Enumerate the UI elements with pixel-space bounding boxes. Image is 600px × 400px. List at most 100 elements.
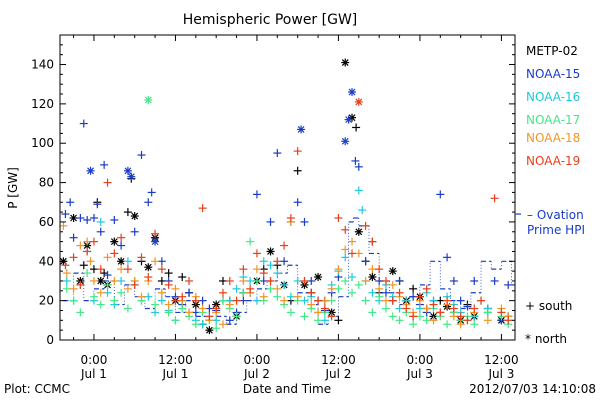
south-point [157, 288, 166, 297]
south-point [273, 257, 282, 266]
south-point [69, 233, 78, 242]
south-point [395, 304, 404, 313]
south-point [300, 312, 309, 321]
y-tick-label: 100 [31, 136, 54, 150]
south-point [205, 312, 214, 321]
north-point [341, 58, 350, 67]
south-point [415, 292, 424, 301]
south-point [110, 249, 119, 258]
south-point [273, 269, 282, 278]
south-point [334, 214, 343, 222]
south-point [490, 194, 499, 203]
x-tick-time-label: 12:00 [158, 353, 193, 367]
plot-area [59, 58, 515, 335]
x-tick-date-label: Jul 3 [406, 367, 433, 381]
south-point [117, 265, 126, 274]
south-point [409, 312, 418, 321]
north-point [69, 214, 78, 222]
south-point [334, 265, 343, 274]
south-point [123, 265, 132, 274]
south-point [198, 320, 207, 329]
north-point [123, 166, 132, 175]
south-point [198, 204, 207, 213]
south-point [409, 284, 418, 293]
south-point [375, 292, 384, 301]
south-point [76, 308, 85, 317]
south-point [320, 316, 329, 325]
north-point [151, 237, 160, 246]
south-point [185, 308, 194, 317]
x-tick-time-label: 12:00 [484, 353, 519, 367]
south-point [266, 276, 275, 285]
south-point [388, 312, 397, 321]
south-point [266, 261, 275, 270]
south-point [151, 308, 160, 317]
south-point [449, 276, 458, 285]
north-marker-legend: * north [525, 332, 567, 346]
south-point [239, 276, 248, 285]
south-point [103, 280, 112, 289]
south-point [103, 253, 112, 262]
south-point [151, 257, 160, 266]
south-point [429, 300, 438, 309]
south-point [280, 280, 289, 289]
south-point [117, 233, 126, 242]
south-point [354, 162, 363, 171]
north-point [341, 137, 350, 146]
south-point [348, 237, 357, 246]
south-point [191, 320, 200, 329]
south-point [280, 257, 289, 266]
south-point [164, 308, 173, 317]
south-point [164, 269, 173, 278]
south-point [225, 276, 234, 285]
south-point [341, 245, 350, 254]
south-point [79, 119, 88, 128]
south-point [218, 288, 227, 297]
south-point [239, 288, 248, 297]
south-point [239, 296, 248, 305]
x-tick-date-label: Jul 3 [487, 367, 514, 381]
south-point [470, 276, 479, 285]
south-point [62, 284, 71, 293]
south-point [198, 304, 207, 313]
south-point [286, 308, 295, 317]
south-point [96, 265, 105, 274]
y-tick-label: 60 [39, 215, 54, 229]
south-point [130, 227, 139, 236]
south-point [76, 280, 85, 289]
x-tick-date-label: Jul 1 [80, 367, 107, 381]
south-point [144, 292, 153, 301]
south-point [293, 198, 302, 207]
south-point [314, 316, 323, 325]
south-point [212, 304, 221, 313]
south-point [348, 288, 357, 297]
south-point [178, 273, 187, 282]
south-point [368, 308, 377, 317]
legend: METP-02 NOAA-15 NOAA-16 NOAA-17 NOAA-18 … [526, 44, 580, 168]
south-point [185, 288, 194, 297]
x-tick-time-label: 0:00 [80, 353, 107, 367]
north-point [348, 88, 357, 97]
south-point [456, 320, 465, 329]
north-point [354, 97, 363, 106]
north-point [144, 95, 153, 104]
north-point [344, 115, 353, 124]
south-point [375, 265, 384, 274]
south-point [117, 276, 126, 285]
south-point [415, 312, 424, 321]
south-point [436, 308, 445, 317]
south-point [96, 300, 105, 309]
x-tick-time-label: 0:00 [243, 353, 270, 367]
south-point [504, 280, 513, 289]
south-point [191, 296, 200, 305]
south-point [348, 273, 357, 282]
south-point [246, 276, 255, 285]
south-point [225, 316, 234, 325]
south-point [443, 253, 452, 262]
south-point [252, 190, 261, 199]
south-point [375, 276, 384, 285]
south-point [130, 280, 139, 289]
south-point [96, 288, 105, 297]
south-point [86, 257, 95, 266]
